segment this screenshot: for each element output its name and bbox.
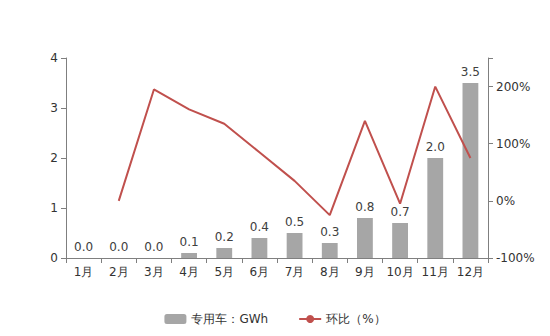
svg-text:1月: 1月 (74, 265, 94, 279)
svg-text:0.5: 0.5 (285, 215, 304, 229)
svg-text:0%: 0% (496, 194, 515, 208)
svg-text:0.1: 0.1 (180, 235, 199, 249)
svg-text:2月: 2月 (109, 265, 129, 279)
svg-text:2: 2 (50, 151, 58, 165)
svg-text:-100%: -100% (496, 251, 535, 265)
svg-text:专用车：GWh: 专用车：GWh (191, 312, 268, 326)
svg-text:7月: 7月 (285, 265, 305, 279)
svg-text:4: 4 (50, 51, 58, 65)
svg-text:0.3: 0.3 (320, 225, 339, 239)
svg-text:200%: 200% (496, 80, 530, 94)
svg-text:0.2: 0.2 (215, 230, 234, 244)
svg-text:3: 3 (50, 101, 58, 115)
svg-text:环比（%）: 环比（%） (326, 312, 385, 326)
svg-text:0.4: 0.4 (250, 220, 269, 234)
svg-text:2.0: 2.0 (426, 140, 445, 154)
svg-text:0: 0 (50, 251, 58, 265)
svg-text:0.7: 0.7 (391, 205, 410, 219)
svg-text:0.0: 0.0 (144, 240, 163, 254)
svg-text:0.8: 0.8 (355, 200, 374, 214)
svg-text:11月: 11月 (422, 265, 449, 279)
svg-text:9月: 9月 (355, 265, 375, 279)
svg-text:12月: 12月 (457, 265, 484, 279)
svg-text:6月: 6月 (250, 265, 270, 279)
svg-text:3.5: 3.5 (461, 65, 480, 79)
svg-text:3月: 3月 (144, 265, 164, 279)
svg-text:8月: 8月 (320, 265, 340, 279)
svg-text:10月: 10月 (386, 265, 413, 279)
svg-text:4月: 4月 (179, 265, 199, 279)
svg-text:5月: 5月 (214, 265, 234, 279)
svg-text:100%: 100% (496, 137, 530, 151)
svg-text:1: 1 (50, 201, 58, 215)
svg-text:0.0: 0.0 (109, 240, 128, 254)
svg-text:0.0: 0.0 (74, 240, 93, 254)
